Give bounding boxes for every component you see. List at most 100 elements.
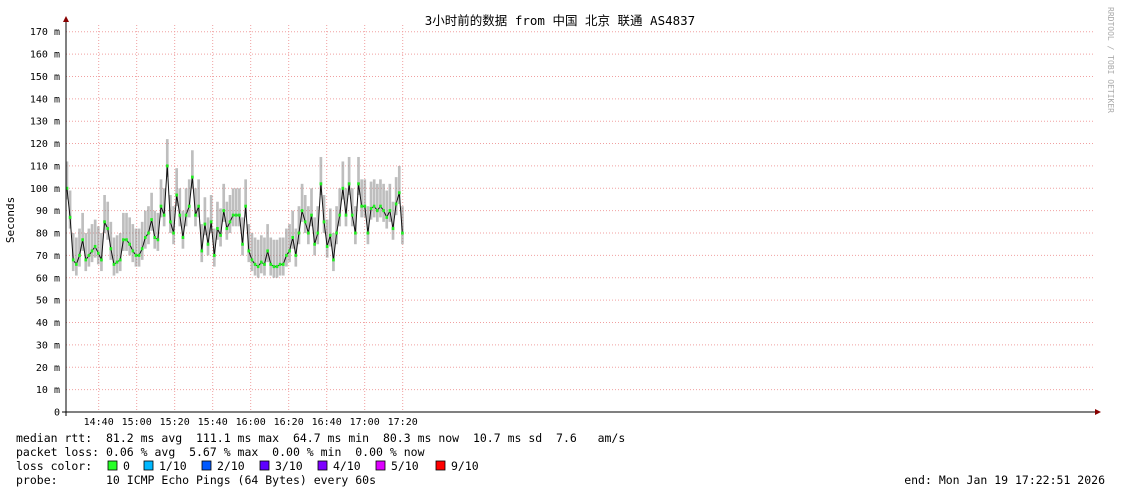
smoke <box>156 212 160 251</box>
median-mark <box>78 253 81 257</box>
smoke <box>256 239 260 278</box>
median-mark <box>322 220 326 224</box>
median-mark <box>303 220 307 224</box>
smoke <box>106 201 110 240</box>
smoke <box>181 210 185 249</box>
median-mark <box>134 253 138 257</box>
y-tick-label: 60 m <box>36 273 60 284</box>
smoke <box>140 221 144 260</box>
median-mark <box>294 253 298 257</box>
x-tick-label: 17:00 <box>350 417 380 428</box>
smoke <box>300 183 304 222</box>
y-tick-label: 50 m <box>36 296 60 307</box>
smoke <box>307 206 310 245</box>
median-mark <box>347 182 351 186</box>
loss-label: 4/10 <box>333 459 361 473</box>
median-mark <box>191 175 194 179</box>
median-mark <box>147 231 150 235</box>
median-mark <box>394 202 398 206</box>
median-mark <box>360 204 363 208</box>
smoke <box>165 139 169 178</box>
median-mark <box>332 258 335 262</box>
smoke <box>391 201 395 240</box>
loss-swatch <box>143 460 154 471</box>
smoke <box>203 197 207 236</box>
smoke <box>71 233 75 272</box>
median-mark <box>122 238 125 242</box>
smoke <box>90 224 94 263</box>
median-mark <box>103 220 106 224</box>
median-mark <box>341 186 345 190</box>
median-mark <box>350 213 354 217</box>
median-mark <box>388 209 392 213</box>
median-mark <box>128 242 131 246</box>
median-mark <box>87 253 91 257</box>
smoke <box>332 233 335 272</box>
chart-title: 3小时前的数据 from 中国 北京 联通 AS4837 <box>425 13 695 28</box>
median-mark <box>316 231 320 235</box>
smoke <box>103 195 106 234</box>
smoke <box>219 208 222 247</box>
median-mark <box>125 238 128 242</box>
median-mark <box>65 186 69 190</box>
smoke <box>131 224 135 263</box>
smoke <box>363 179 367 218</box>
y-tick-label: 150 m <box>30 72 60 83</box>
median-mark <box>372 204 376 208</box>
loss-color-label: loss color: <box>16 459 92 473</box>
smoke <box>122 212 125 251</box>
smoke <box>68 190 72 229</box>
median-mark <box>313 242 316 246</box>
median-mark <box>156 238 160 242</box>
median-mark <box>375 209 379 213</box>
smoke <box>200 224 204 263</box>
median-mark <box>250 258 254 262</box>
median-mark <box>325 244 329 248</box>
median-mark <box>328 233 332 237</box>
smoke <box>100 233 103 272</box>
smoke <box>385 190 389 229</box>
median-mark <box>244 204 247 208</box>
smoke <box>338 188 342 227</box>
smoke <box>328 208 332 247</box>
smoke <box>294 228 298 267</box>
median-mark <box>281 262 285 266</box>
smoke <box>191 150 194 189</box>
median-mark <box>219 233 222 237</box>
median-mark <box>75 262 78 266</box>
median-mark <box>391 227 395 231</box>
median-mark <box>197 204 200 208</box>
end-time: end: Mon Jan 19 17:22:51 2026 <box>904 473 1105 487</box>
smoke <box>78 228 81 267</box>
loss-swatch <box>201 460 212 471</box>
smoke <box>125 212 128 251</box>
smoke <box>375 183 379 222</box>
smoke <box>266 224 269 263</box>
smoke <box>253 237 257 276</box>
loss-label: 3/10 <box>275 459 303 473</box>
x-tick-label: 14:40 <box>84 417 114 428</box>
smoke <box>344 188 348 227</box>
y-tick-label: 30 m <box>36 340 60 351</box>
median-mark <box>181 236 185 240</box>
smoke <box>372 179 376 218</box>
smoke <box>65 161 69 200</box>
median-mark <box>162 213 166 217</box>
y-tick-label: 110 m <box>30 161 60 172</box>
smoke <box>115 235 119 274</box>
smoke <box>134 228 138 267</box>
loss-label: 5/10 <box>391 459 419 473</box>
probe: probe: 10 ICMP Echo Pings (64 Bytes) eve… <box>16 473 376 487</box>
loss-swatch <box>375 460 386 471</box>
loss-label: 1/10 <box>159 459 187 473</box>
loss-swatch <box>317 460 328 471</box>
smoke <box>288 224 291 263</box>
smoke <box>197 179 200 218</box>
median-mark <box>307 231 310 235</box>
y-tick-label: 40 m <box>36 318 60 329</box>
x-tick-label: 15:40 <box>198 417 228 428</box>
median-mark <box>401 231 404 235</box>
median-mark <box>84 258 88 262</box>
median-mark <box>338 213 342 217</box>
y-tick-label: 20 m <box>36 363 60 374</box>
